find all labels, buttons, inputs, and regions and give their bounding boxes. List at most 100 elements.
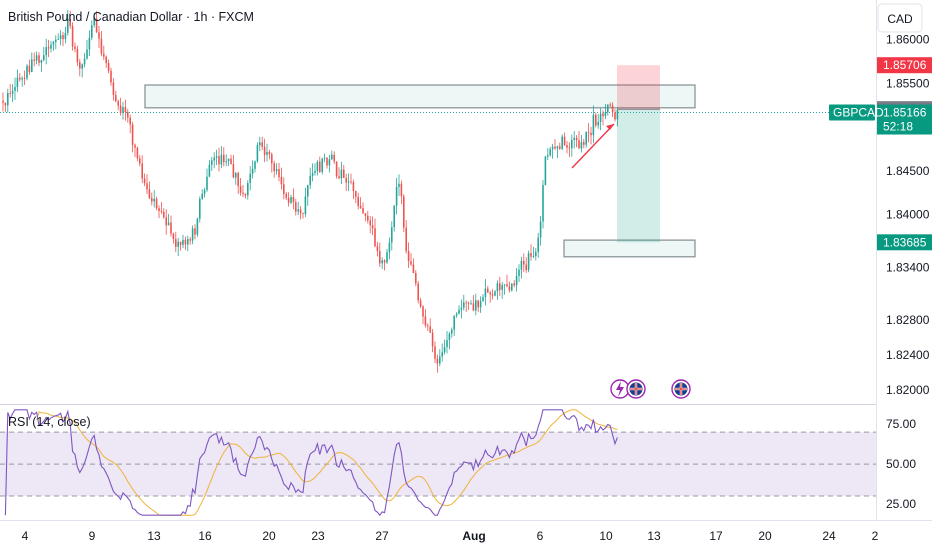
candle — [283, 177, 285, 200]
candle-body — [357, 196, 359, 206]
candle — [52, 40, 55, 51]
candle-body — [81, 64, 83, 69]
currency-box[interactable]: CAD — [877, 3, 923, 33]
candle-body — [199, 198, 201, 219]
candle — [347, 173, 350, 192]
time-axis[interactable]: 4 9 13 16 20 23 27 Aug 6 10 13 17 20 24 2 — [0, 520, 932, 550]
candle-body — [122, 107, 124, 114]
candle — [115, 90, 117, 103]
candle-body — [611, 105, 614, 113]
candle-body — [50, 44, 52, 49]
price-tick-label: 1.85500 — [886, 76, 930, 90]
time-tick-label: 9 — [89, 529, 96, 543]
candle-body — [355, 190, 357, 197]
candle-body — [403, 196, 405, 228]
candle-body — [556, 146, 559, 149]
time-tick-label: 24 — [822, 529, 836, 543]
candle — [427, 323, 429, 331]
candle-body — [343, 169, 345, 178]
candle — [227, 158, 230, 166]
candle — [597, 114, 599, 129]
candle — [7, 88, 9, 113]
candle-body — [333, 154, 335, 162]
candle — [561, 134, 563, 151]
trend-arrow — [571, 123, 615, 169]
candle — [388, 237, 391, 260]
candle-body — [206, 176, 208, 191]
candle — [4, 102, 7, 112]
candle — [131, 121, 134, 153]
candle — [230, 154, 232, 165]
candle-body — [609, 104, 611, 106]
candle — [611, 102, 614, 118]
candle-body — [211, 160, 213, 165]
candle — [40, 59, 43, 72]
candle-body — [465, 302, 467, 304]
uk-flag-event-icon — [626, 379, 646, 399]
candle — [211, 156, 213, 172]
candle-body — [256, 145, 259, 162]
candle — [129, 114, 131, 134]
candle-body — [441, 352, 443, 357]
candle — [155, 196, 158, 211]
candle-body — [321, 158, 323, 172]
candle — [491, 289, 494, 300]
price-pane[interactable]: British Pound / Canadian Dollar · 1h · F… — [0, 0, 876, 425]
candle — [311, 163, 314, 182]
candle-body — [419, 300, 422, 307]
price-scale[interactable]: CAD 1.860001.855001.845001.840001.834001… — [829, 0, 932, 550]
candle — [55, 35, 57, 50]
candle-body — [213, 157, 215, 161]
candle-body — [616, 109, 619, 120]
candle-body — [136, 147, 139, 159]
candle — [573, 130, 575, 149]
candle-body — [237, 172, 239, 187]
candle-body — [328, 159, 331, 166]
candle-body — [407, 251, 410, 262]
candle — [290, 194, 292, 205]
time-tick-label: 4 — [22, 529, 29, 543]
rsi-pane[interactable]: RSI (14, close) — [0, 405, 876, 520]
candle-body — [400, 183, 403, 197]
candle-body — [494, 291, 496, 296]
candle-body — [141, 163, 143, 179]
candle-body — [38, 55, 40, 63]
candle — [179, 241, 182, 251]
candle-body — [561, 136, 563, 149]
candle-body — [223, 154, 225, 163]
candle-body — [55, 39, 57, 42]
candle-body — [314, 171, 316, 174]
candle-body — [19, 77, 21, 80]
candle-body — [14, 86, 16, 91]
candle-body — [230, 158, 232, 165]
candle-body — [352, 182, 355, 191]
candle-body — [446, 340, 448, 348]
candle-body — [127, 112, 129, 118]
price-tag-target-label: 1.83685 — [883, 235, 927, 249]
candle — [515, 268, 518, 292]
candle-body — [74, 46, 76, 49]
candle-body — [131, 124, 134, 145]
candle — [50, 40, 52, 53]
candle-body — [424, 316, 427, 326]
candle — [242, 185, 244, 197]
candle-body — [393, 205, 395, 228]
candle — [431, 328, 434, 353]
candle-body — [201, 193, 203, 199]
candle-body — [379, 251, 381, 264]
candle — [458, 305, 460, 315]
candle-body — [499, 283, 501, 290]
candle — [208, 160, 211, 178]
candle — [268, 149, 271, 160]
price-pane-bg — [0, 0, 876, 404]
candle-body — [95, 18, 98, 33]
candle-body — [523, 260, 525, 265]
candle — [141, 155, 143, 184]
candle — [583, 138, 585, 149]
candle — [496, 280, 499, 300]
candle-body — [134, 144, 136, 148]
price-scale-bg — [876, 0, 932, 520]
time-tick-label: Aug — [462, 529, 485, 543]
